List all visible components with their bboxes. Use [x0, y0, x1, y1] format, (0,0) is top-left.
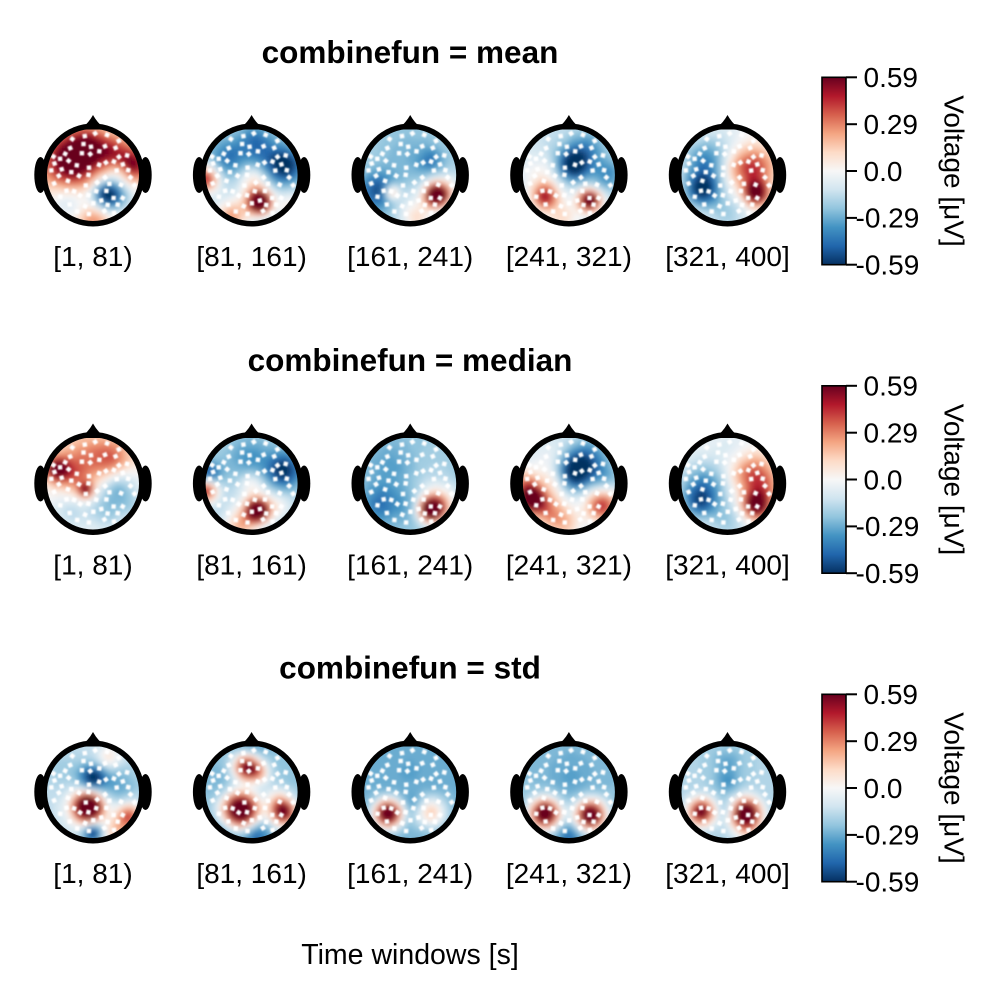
svg-text:[81, 161): [81, 161) — [196, 858, 307, 889]
svg-text:[1, 81): [1, 81) — [53, 550, 132, 581]
svg-text:combinefun = std: combinefun = std — [279, 650, 541, 686]
svg-text:[321, 400]: [321, 400] — [665, 241, 790, 272]
svg-text:combinefun = mean: combinefun = mean — [262, 34, 559, 70]
svg-text:[1, 81): [1, 81) — [53, 858, 132, 889]
svg-text:[321, 400]: [321, 400] — [665, 550, 790, 581]
svg-text:[321, 400]: [321, 400] — [665, 858, 790, 889]
svg-text:combinefun = median: combinefun = median — [248, 342, 573, 378]
svg-text:[81, 161): [81, 161) — [196, 241, 307, 272]
svg-text:[241, 321): [241, 321) — [506, 858, 632, 889]
svg-text:[241, 321): [241, 321) — [506, 241, 632, 272]
svg-text:[241, 321): [241, 321) — [506, 550, 632, 581]
svg-text:[81, 161): [81, 161) — [196, 550, 307, 581]
svg-text:Time windows [s]: Time windows [s] — [301, 939, 519, 971]
svg-text:[161, 241): [161, 241) — [347, 858, 473, 889]
svg-text:[161, 241): [161, 241) — [347, 550, 473, 581]
svg-text:[1, 81): [1, 81) — [53, 241, 132, 272]
svg-text:[161, 241): [161, 241) — [347, 241, 473, 272]
